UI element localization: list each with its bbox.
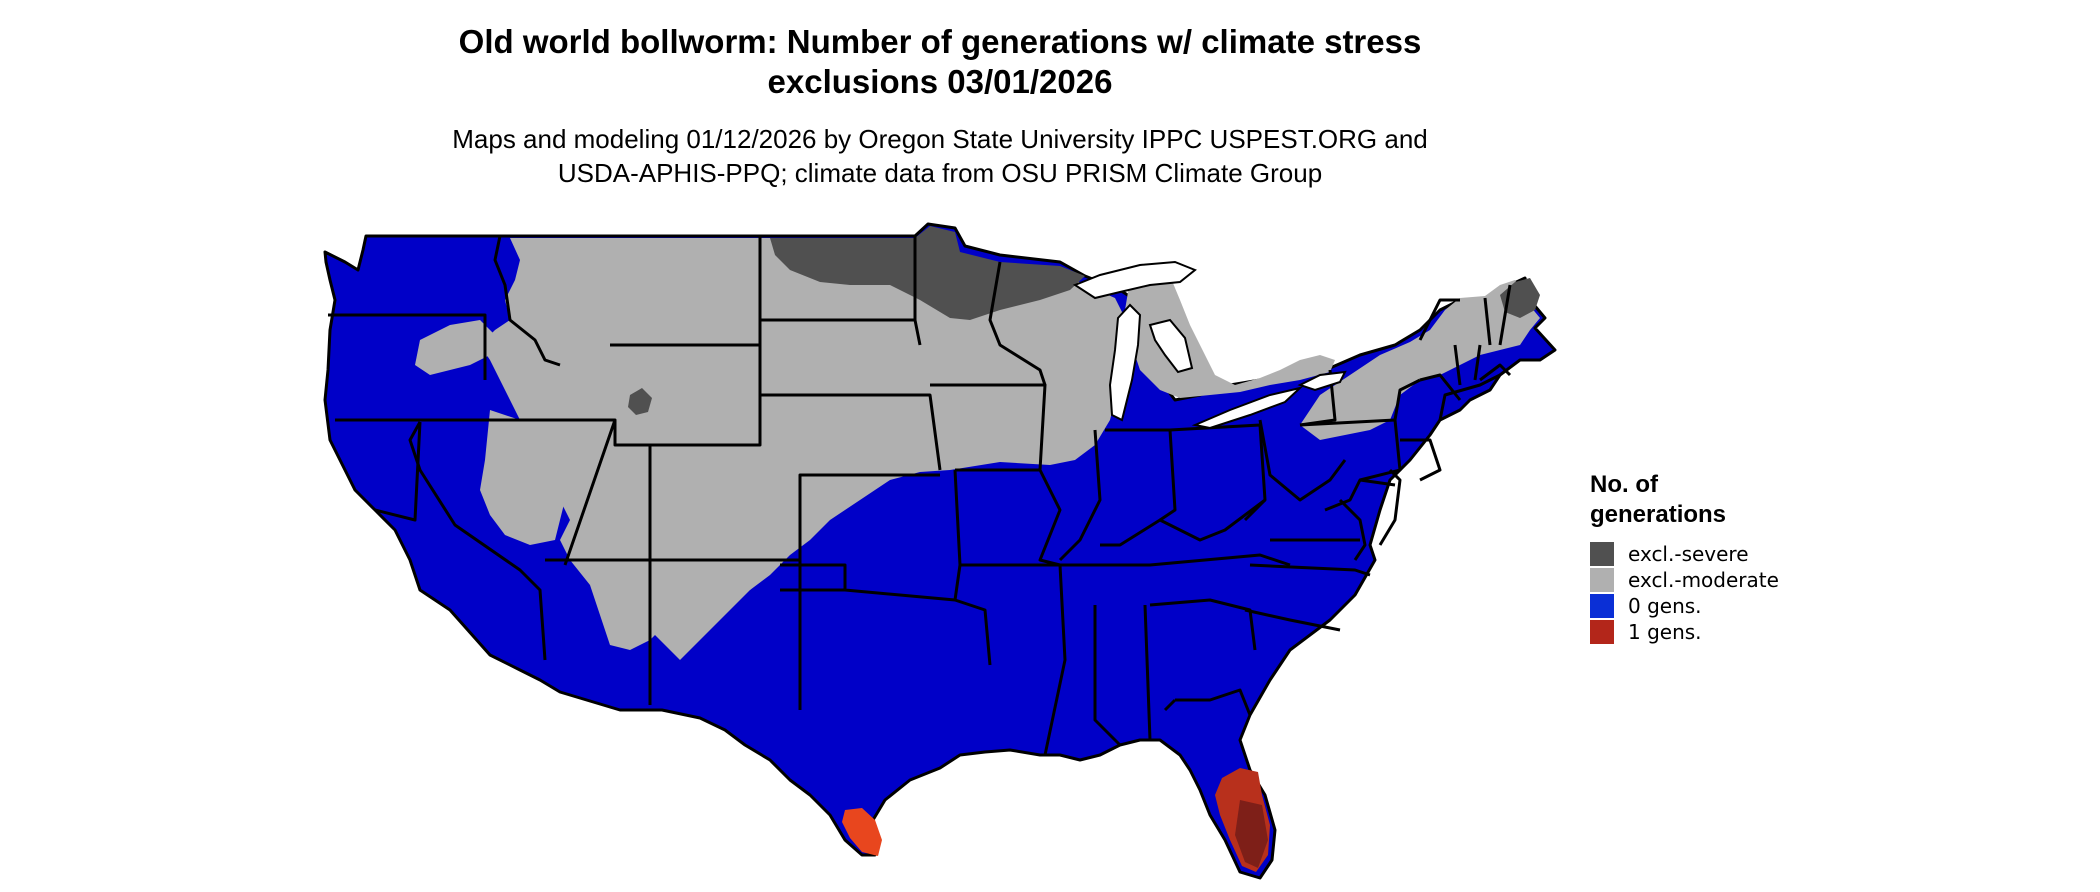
legend-swatch [1590, 620, 1614, 644]
legend-title-line-1: No. of [1590, 471, 1658, 498]
great-lakes [1072, 260, 1347, 430]
map-subtitle-line-1: Maps and modeling 01/12/2026 by Oregon S… [452, 124, 1428, 154]
map-title-line-2: exclusions 03/01/2026 [767, 63, 1113, 100]
map-title-line-1: Old world bollworm: Number of generation… [458, 23, 1422, 60]
legend-title: No. of generations [1590, 470, 1790, 530]
legend-label: excl.-moderate [1628, 568, 1779, 592]
legend-item-0-gens: 0 gens. [1590, 594, 1790, 620]
state-borders [328, 235, 1512, 756]
map-subtitle-line-2: USDA-APHIS-PPQ; climate data from OSU PR… [557, 158, 1323, 188]
region-moderate-oregon [415, 320, 495, 375]
legend: No. of generations excl.-severe excl.-mo… [1590, 470, 1790, 646]
region-moderate-north-plains [480, 238, 1130, 650]
legend-item-1-gens: 1 gens. [1590, 620, 1790, 646]
legend-title-line-2: generations [1590, 501, 1727, 528]
lake-erie [1191, 386, 1304, 430]
legend-label: 0 gens. [1628, 594, 1702, 618]
region-severe-north-dakota-minnesota [770, 226, 1085, 320]
legend-item-excl-moderate: excl.-moderate [1590, 568, 1790, 594]
lake-superior [1072, 260, 1197, 300]
legend-label: 1 gens. [1628, 620, 1702, 644]
lake-ontario [1297, 370, 1347, 392]
legend-item-excl-severe: excl.-severe [1590, 542, 1790, 568]
region-one-gen-florida-tip [1235, 800, 1268, 868]
region-moderate-southwest [630, 555, 760, 660]
region-one-gen-texas [842, 808, 882, 856]
region-moderate-great-basin [480, 410, 565, 545]
lake-michigan [1108, 303, 1142, 422]
legend-swatch [1590, 594, 1614, 618]
map-title: Old world bollworm: Number of generation… [340, 22, 1540, 102]
region-severe-wyoming-spot [628, 388, 652, 415]
legend-label: excl.-severe [1628, 542, 1749, 566]
legend-swatch [1590, 568, 1614, 592]
map-subtitle: Maps and modeling 01/12/2026 by Oregon S… [340, 122, 1540, 190]
lake-huron [1148, 318, 1194, 374]
legend-swatch [1590, 542, 1614, 566]
region-moderate-northeast [1300, 280, 1540, 440]
